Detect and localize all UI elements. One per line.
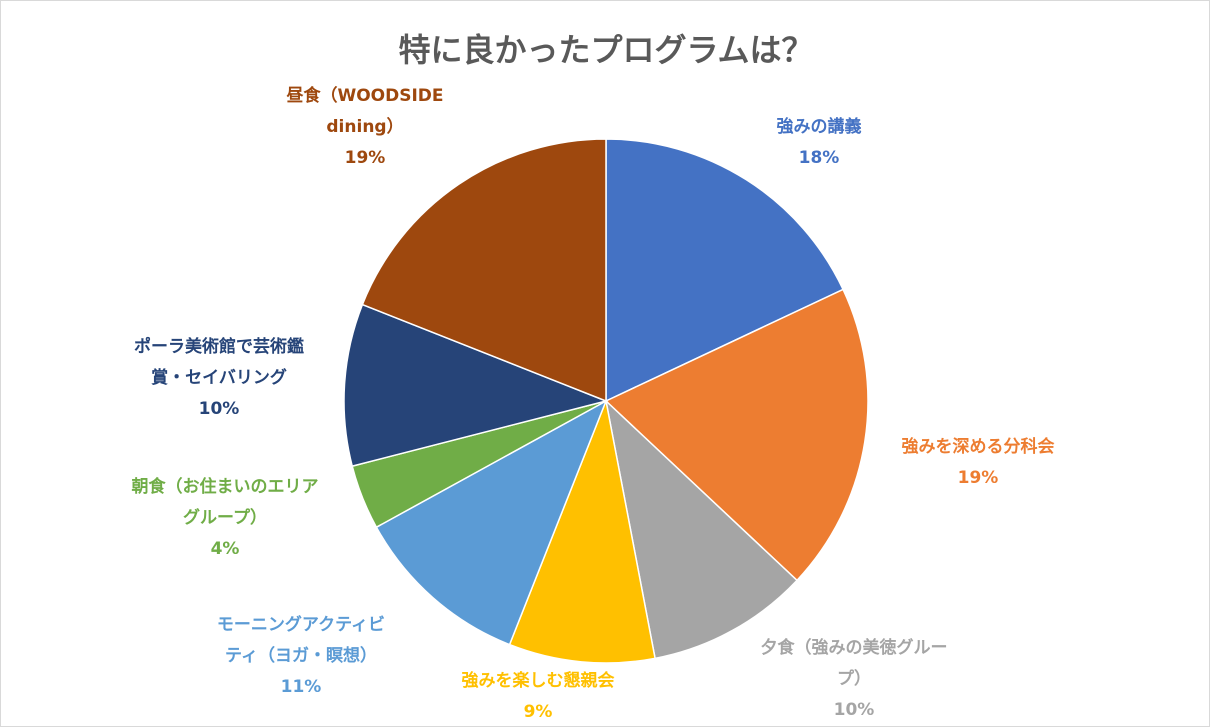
slice-label-text: モーニングアクティビ	[216, 614, 386, 635]
slice-label-text: 強みを楽しむ懇親会	[461, 671, 615, 691]
slice-label-text: dining）	[326, 116, 404, 137]
slice-label-6: ポーラ美術館で芸術鑑 賞・セイバリング 10%	[89, 332, 349, 425]
slice-label-text: 昼食（WOODSIDE	[286, 85, 444, 106]
slice-percent-label: 18%	[798, 148, 840, 168]
slice-label-4: モーニングアクティビ ティ（ヨガ・瞑想） 11%	[171, 610, 431, 703]
pie-slice-6	[343, 303, 609, 468]
slice-label-1: 強みを深める分科会 19%	[848, 432, 1108, 494]
slice-percent-label: 11%	[280, 676, 322, 697]
slice-percent-label: 19%	[957, 468, 999, 488]
slice-label-text: グループ）	[183, 507, 267, 528]
slice-percent-label: 10%	[198, 398, 240, 419]
slice-label-2: 夕食（強みの美徳グルー プ） 10%	[724, 633, 984, 726]
pie-slice-7	[361, 138, 607, 403]
slice-label-5: 朝食（お住まいのエリア グループ） 4%	[95, 472, 355, 565]
slice-label-text: 朝食（お住まいのエリア	[131, 476, 319, 497]
slice-label-text: ティ（ヨガ・瞑想）	[225, 645, 377, 666]
slice-label-0: 強みの講義 18%	[689, 112, 949, 174]
chart-title: 特に良かったプログラムは？	[398, 31, 814, 69]
pie-slice-2	[604, 398, 799, 660]
pie-slice-4	[375, 399, 608, 646]
slice-label-3: 強みを楽しむ懇親会 9%	[408, 666, 668, 728]
slice-label-text: 強みの講義	[776, 117, 862, 137]
slice-label-text: 強みを深める分科会	[901, 437, 1055, 457]
slice-label-text: プ）	[837, 668, 871, 689]
pie-slice-1	[604, 288, 869, 582]
slice-label-text: 賞・セイバリング	[151, 367, 287, 388]
slice-percent-label: 9%	[523, 702, 553, 722]
slice-percent-label: 10%	[833, 699, 875, 720]
slice-percent-label: 19%	[344, 147, 386, 168]
pie-slice-0	[605, 138, 845, 403]
slice-label-text: ポーラ美術館で芸術鑑	[134, 336, 304, 357]
slice-percent-label: 4%	[210, 538, 240, 559]
slice-label-text: 夕食（強みの美徳グルー	[760, 637, 948, 658]
pie-slice-3	[508, 398, 656, 664]
slice-label-7: 昼食（WOODSIDE dining） 19%	[235, 81, 495, 174]
